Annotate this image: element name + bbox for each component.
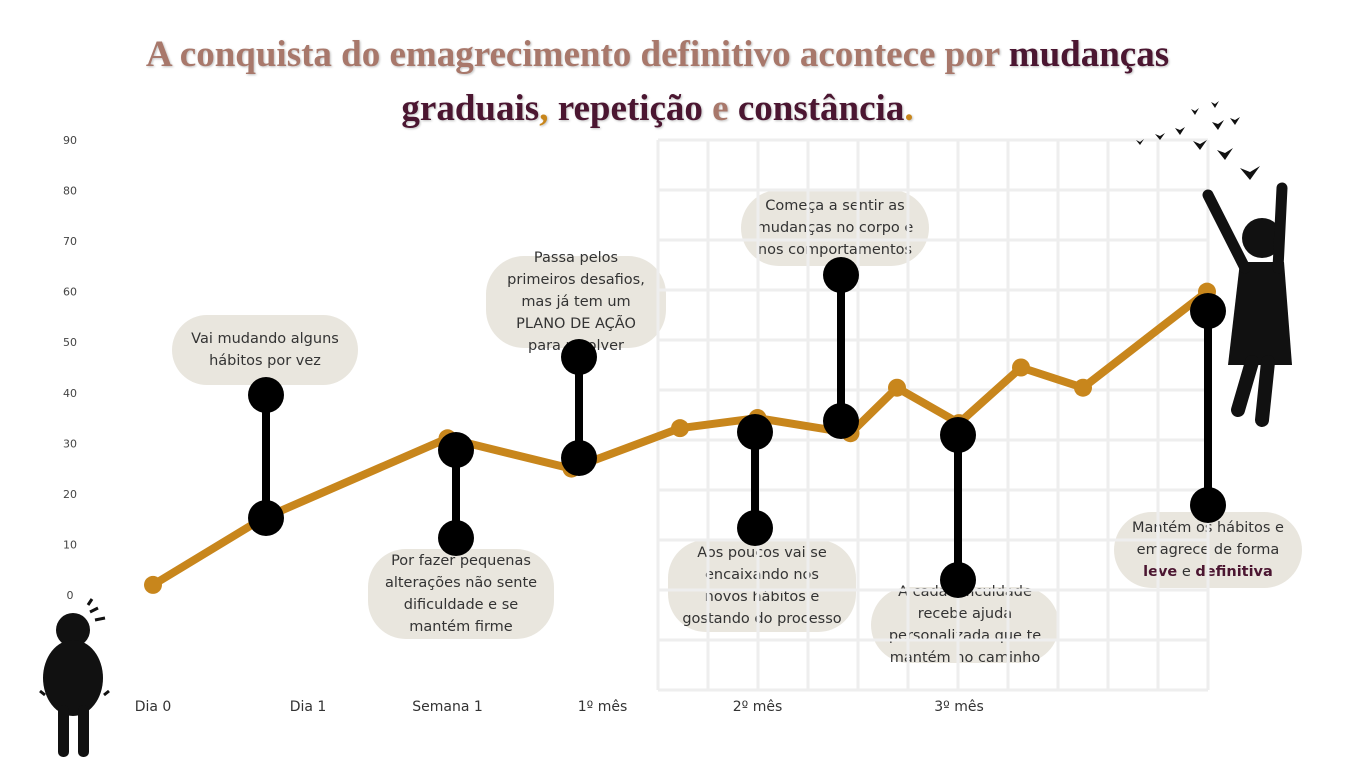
x-tick-label: Dia 0 [135, 699, 172, 715]
y-tick-label: 20 [63, 488, 77, 501]
annotation-bubble: Por fazer pequenas alterações não sente … [368, 549, 554, 639]
annotation-text: e [1177, 564, 1196, 580]
annotation-text: Passa pelos primeiros desafios, mas já t… [507, 250, 645, 354]
pin-dot [248, 377, 284, 413]
sad-figure [39, 598, 110, 757]
title: A conquista do emagrecimento definitivo … [130, 28, 1185, 136]
pin-dot [1190, 487, 1226, 523]
y-tick-label: 10 [63, 538, 77, 551]
annotation-text: definitiva [1195, 564, 1273, 580]
title-part: A conquista do emagrecimento definitivo … [145, 34, 1009, 75]
y-tick-label: 70 [63, 235, 77, 248]
x-tick-label: 1º mês [578, 699, 628, 715]
x-tick-label: Semana 1 [412, 699, 483, 715]
line-point [1012, 358, 1030, 377]
annotation-bubble: Começa a sentir as mudanças no corpo e n… [741, 190, 929, 266]
line-point [1074, 378, 1092, 397]
line-point [144, 575, 162, 594]
pin-dot [940, 562, 976, 598]
x-tick-label: 3º mês [934, 699, 984, 715]
pin-dot [940, 417, 976, 453]
title-part: , [539, 88, 558, 129]
happy-figure [1202, 182, 1292, 427]
y-tick-label: 40 [63, 387, 77, 400]
pin-dot [737, 414, 773, 450]
pin-dot [438, 432, 474, 468]
y-tick-label: 60 [63, 286, 77, 299]
title-part: repetição [557, 88, 703, 129]
pin-dot [1190, 293, 1226, 329]
annotation-bubble: Aos poucos vai se encaixando nos novos h… [668, 540, 856, 632]
annotation-text: Aos poucos vai se encaixando nos novos h… [682, 545, 842, 627]
y-tick-label: 90 [63, 134, 77, 147]
annotation-text: leve [1143, 564, 1178, 580]
line-point [888, 378, 906, 397]
y-tick-label: 80 [63, 185, 77, 198]
y-tick-label: 0 [67, 589, 74, 602]
pin-dot [823, 403, 859, 439]
annotation-text: Começa a sentir as mudanças no corpo e n… [756, 198, 914, 258]
pin-dot [737, 510, 773, 546]
background-grid [656, 138, 1210, 692]
annotation-bubble: Vai mudando alguns hábitos por vez [172, 315, 358, 385]
pin-dot [248, 500, 284, 536]
pin-dot [823, 257, 859, 293]
line-series [150, 288, 1210, 589]
x-tick-label: Dia 1 [290, 699, 327, 715]
annotation-text: Vai mudando alguns hábitos por vez [191, 331, 339, 369]
x-tick-label: 2º mês [733, 699, 783, 715]
annotation-text: Por fazer pequenas alterações não sente … [384, 553, 538, 635]
title-part: constância [737, 88, 905, 129]
pin-dot [561, 440, 597, 476]
y-tick-label: 30 [63, 437, 77, 450]
line-point [671, 419, 689, 438]
butterflies [1136, 101, 1260, 180]
y-tick-label: 50 [63, 336, 77, 349]
pin-dot [438, 520, 474, 556]
pin-dot [561, 339, 597, 375]
annotation-bubble: Passa pelos primeiros desafios, mas já t… [486, 250, 666, 354]
title-part: . [904, 88, 914, 129]
title-part: mudanças graduais [401, 34, 1170, 129]
title-part: e [702, 88, 738, 129]
